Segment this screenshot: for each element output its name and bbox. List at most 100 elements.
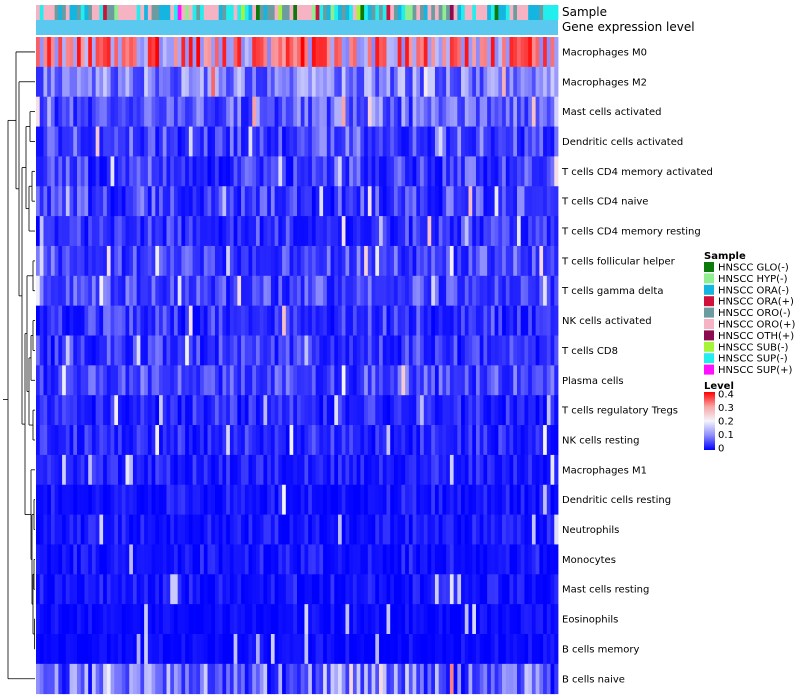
heatmap-cell (248, 544, 253, 575)
heatmap-cell (121, 126, 126, 157)
heatmap-cell (427, 544, 432, 575)
heatmap-cell (442, 186, 447, 217)
heatmap-cell (326, 305, 331, 336)
sample-annotation-cell (405, 5, 410, 20)
heatmap-cell (494, 126, 499, 157)
heatmap-cell (490, 634, 496, 665)
heatmap-cell (334, 245, 339, 277)
heatmap-cell (147, 66, 152, 98)
heatmap-cell (483, 514, 488, 545)
heatmap-cell (304, 425, 309, 456)
heatmap-cell (524, 37, 529, 68)
heatmap-cell (434, 216, 440, 247)
heatmap-cell (80, 186, 85, 217)
heatmap-cell (192, 514, 197, 545)
heatmap-cell (118, 454, 123, 486)
heatmap-cell (166, 514, 171, 545)
heatmap-cell (110, 216, 115, 247)
heatmap-cell (188, 514, 193, 545)
heatmap-cell (69, 574, 74, 605)
heatmap-cell (140, 395, 145, 426)
heatmap-cell (211, 365, 216, 396)
heatmap-cell (420, 275, 425, 307)
heatmap-cell (259, 425, 264, 456)
heatmap-cell (80, 216, 85, 247)
heatmap-cell (65, 126, 70, 157)
heatmap-cell (468, 305, 473, 336)
heatmap-cell (311, 454, 317, 486)
heatmap-cell (494, 514, 499, 545)
heatmap-cell (367, 484, 372, 515)
heatmap-cell (69, 365, 74, 396)
heatmap-cell (248, 186, 253, 217)
heatmap-cell (543, 66, 548, 98)
heatmap-cell (405, 365, 410, 396)
heatmap-cell (285, 186, 290, 217)
heatmap-cell (401, 365, 406, 396)
heatmap-cell (438, 335, 443, 366)
heatmap-cell (188, 37, 193, 68)
heatmap-cell (360, 574, 365, 605)
heatmap-cell (181, 335, 186, 366)
heatmap-cell (222, 395, 227, 426)
heatmap-cell (487, 126, 492, 157)
heatmap-cell (461, 37, 466, 68)
sample-annotation-cell (218, 5, 223, 20)
heatmap-cell (371, 663, 376, 695)
heatmap-cell (226, 37, 231, 68)
heatmap-cell (121, 216, 126, 247)
heatmap-cell (285, 216, 290, 247)
heatmap-cell (360, 245, 365, 277)
heatmap-cell (364, 66, 369, 98)
heatmap-cell (285, 37, 290, 68)
heatmap-cell (427, 484, 432, 515)
heatmap-cell (144, 365, 149, 396)
heatmap-cell (300, 634, 305, 665)
heatmap-cell (487, 454, 492, 486)
heatmap-cell (255, 156, 261, 187)
heatmap-cell (453, 604, 458, 635)
heatmap-cell (442, 305, 447, 336)
heatmap-cell (95, 275, 100, 307)
heatmap-cell (47, 216, 52, 247)
heatmap-cell (550, 365, 555, 396)
heatmap-cell (311, 604, 317, 635)
heatmap-cell (222, 514, 227, 545)
heatmap-cell (233, 514, 238, 545)
heatmap-cell (58, 484, 63, 515)
heatmap-cell (449, 454, 454, 486)
heatmap-cell (263, 245, 268, 277)
heatmap-cell (472, 186, 477, 217)
heatmap-cell (181, 484, 186, 515)
heatmap-cell (192, 275, 197, 307)
heatmap-cell (129, 663, 134, 695)
heatmap-cell (446, 395, 451, 426)
heatmap-cell (259, 275, 264, 307)
heatmap-cell (118, 37, 123, 68)
heatmap-cell (129, 37, 134, 68)
heatmap-cell (259, 574, 264, 605)
heatmap-cell (267, 245, 272, 277)
heatmap-cell (136, 37, 141, 68)
heatmap-cell (341, 37, 346, 68)
heatmap-cell (360, 96, 365, 127)
heatmap-cell (326, 156, 331, 187)
heatmap-cell (364, 454, 369, 486)
heatmap-cell (509, 216, 514, 247)
heatmap-cell (84, 335, 89, 366)
heatmap-cell (431, 335, 436, 366)
heatmap-cell (192, 37, 197, 68)
heatmap-cell (416, 484, 421, 515)
heatmap-cell (47, 425, 52, 456)
heatmap-cell (267, 275, 272, 307)
heatmap-cell (103, 335, 108, 366)
heatmap-cell (468, 275, 473, 307)
heatmap-cell (270, 544, 276, 575)
heatmap-cell (159, 484, 164, 515)
heatmap-cell (513, 663, 518, 695)
heatmap-cell (520, 663, 525, 695)
heatmap-cell (159, 365, 164, 396)
heatmap-cell (531, 634, 537, 665)
heatmap-cell (434, 365, 440, 396)
heatmap-cell (84, 305, 89, 336)
